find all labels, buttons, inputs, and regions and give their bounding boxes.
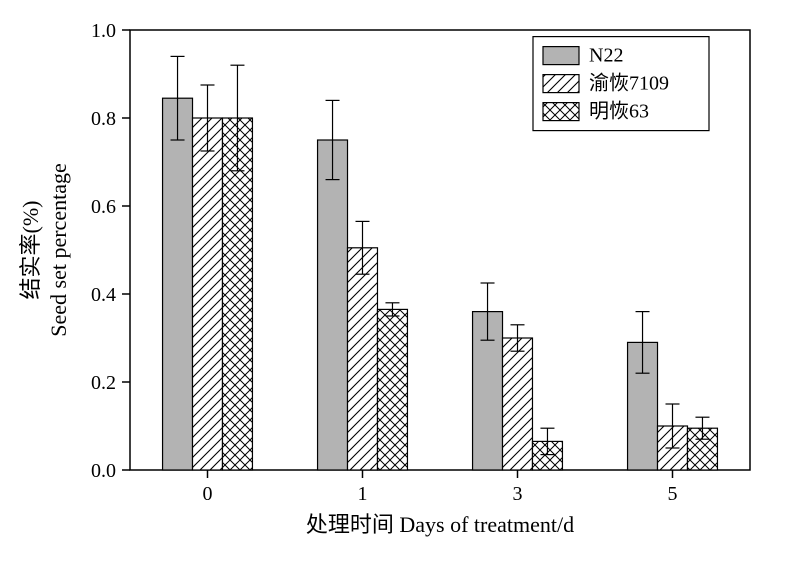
- y-axis-title-en: Seed set percentage: [46, 163, 71, 336]
- x-axis-title: 处理时间 Days of treatment/d: [306, 512, 574, 537]
- seed-set-bar-chart: 0.0 0.2 0.4 0.6 0.8 1.0 结实率(%)Seed set percent…: [0, 0, 797, 579]
- y-tick-label: 0.6: [91, 196, 116, 218]
- bar: [193, 118, 223, 470]
- y-axis-title-cn: 结实率(%): [18, 201, 43, 300]
- chart-container: 0.0 0.2 0.4 0.6 0.8 1.0 结实率(%)Seed set percent…: [0, 0, 797, 579]
- y-tick-label: 1.0: [91, 20, 116, 42]
- bar: [503, 338, 533, 470]
- y-tick-label: 0.8: [91, 108, 116, 130]
- x-tick-label: 5: [668, 483, 678, 505]
- y-tick-label: 0.2: [91, 372, 116, 394]
- y-tick-label: 0.0: [91, 460, 116, 482]
- x-tick-label: 0: [203, 483, 213, 505]
- legend-swatch: [543, 75, 579, 93]
- bar: [163, 98, 193, 470]
- legend-label: N22: [589, 45, 623, 67]
- bar: [377, 309, 407, 470]
- legend-swatch: [543, 47, 579, 65]
- x-tick-label: 3: [513, 483, 523, 505]
- legend-label: 渝恢7109: [589, 72, 669, 95]
- x-tick-label: 1: [358, 483, 368, 505]
- bar: [348, 248, 378, 470]
- legend-swatch: [543, 103, 579, 121]
- legend-label: 明恢63: [589, 100, 649, 123]
- y-tick-label: 0.4: [91, 284, 116, 306]
- bar: [318, 140, 348, 470]
